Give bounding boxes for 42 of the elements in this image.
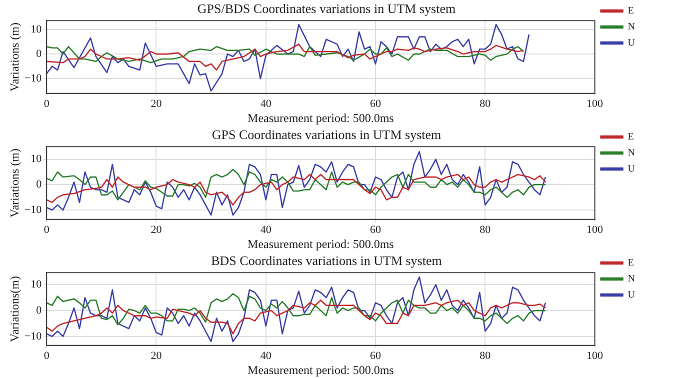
legend-label: E [628, 132, 634, 143]
y-axis-title: Variations(m) [7, 276, 22, 342]
chart-title: BDS Coordinates variations in UTM system [211, 253, 442, 268]
x-tick-label: 20 [150, 350, 162, 362]
x-tick-label: 80 [480, 350, 492, 362]
x-tick-label: 40 [260, 98, 272, 110]
y-tick-label: 10 [30, 278, 42, 291]
x-tick-label: 100 [586, 224, 604, 236]
y-axis-title: Variations (m) [7, 148, 22, 218]
x-tick-label: 40 [260, 224, 272, 236]
y-tick-label: −10 [24, 330, 42, 342]
x-tick-label: 20 [150, 98, 162, 110]
legend-label: N [628, 22, 636, 33]
y-tick-label: 0 [36, 178, 42, 191]
x-axis-title: Measurement period: 500.0ms [248, 110, 394, 125]
x-tick-label: 100 [586, 98, 604, 110]
chart-title: GPS Coordinates variations in UTM system [212, 127, 442, 142]
x-tick-label: 60 [370, 224, 382, 236]
x-tick-label: 100 [586, 350, 604, 362]
y-tick-label: −10 [24, 72, 42, 85]
y-tick-label: 0 [36, 304, 42, 316]
x-tick-label: 60 [370, 350, 382, 362]
legend-label: E [628, 258, 634, 269]
legend-label: U [628, 290, 636, 301]
legend-label: U [628, 164, 636, 175]
x-axis-title: Measurement period: 500.0ms [248, 362, 394, 377]
x-tick-label: 60 [370, 98, 382, 110]
x-tick-label: 20 [150, 224, 162, 236]
y-tick-label: 0 [36, 48, 42, 60]
y-axis-title: Variations (m) [7, 22, 22, 92]
x-tick-label: 80 [480, 224, 492, 236]
y-tick-label: 10 [30, 153, 42, 166]
x-tick-label: 80 [480, 98, 492, 110]
y-tick-label: −10 [24, 204, 42, 216]
x-axis-title: Measurement period: 500.0ms [248, 236, 394, 251]
legend-label: E [628, 6, 634, 17]
chart-title: GPS/BDS Coordinates variations in UTM system [197, 1, 456, 16]
legend-label: N [628, 274, 636, 285]
legend-label: U [628, 38, 636, 49]
x-tick-label: 40 [260, 350, 272, 362]
legend-label: N [628, 148, 636, 159]
y-tick-label: 10 [30, 23, 42, 36]
